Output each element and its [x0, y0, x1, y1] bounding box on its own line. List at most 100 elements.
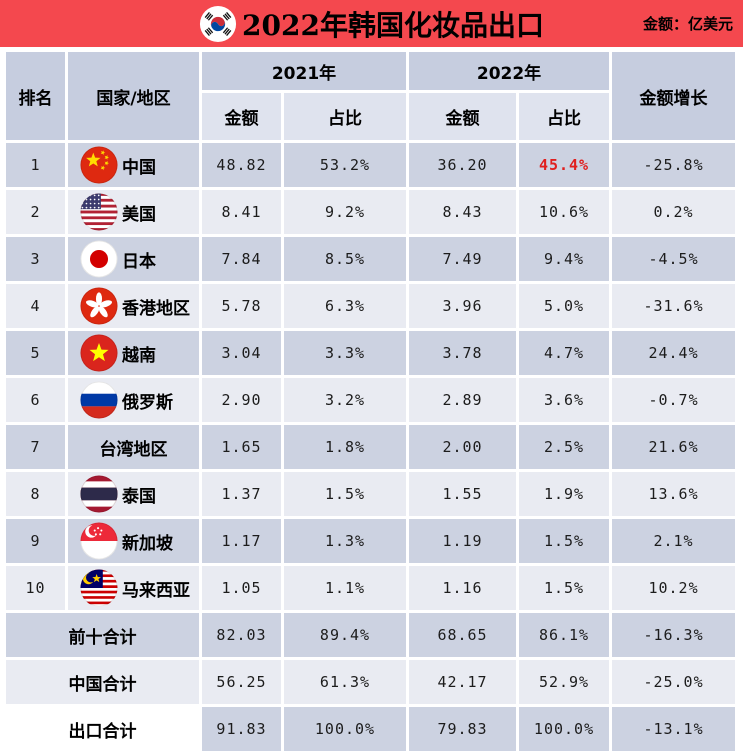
vietnam-flag-icon — [80, 334, 118, 372]
share-2021-cell: 3.2% — [284, 378, 407, 422]
japan-flag-icon — [80, 240, 118, 278]
share-2022-cell: 3.6% — [519, 378, 610, 422]
share-2022-cell: 10.6% — [519, 190, 610, 234]
country-name: 泰国 — [122, 486, 156, 507]
amount-2022-cell: 36.20 — [409, 143, 517, 187]
rank-cell: 7 — [6, 425, 65, 469]
thailand-flag-icon — [80, 475, 118, 513]
country-cell: 越南 — [68, 331, 199, 375]
amount-2021-cell: 82.03 — [202, 613, 281, 657]
share-2021-cell: 3.3% — [284, 331, 407, 375]
table-row: 8 泰国 1.37 1.5% 1.55 1.9% 13.6% — [6, 472, 736, 516]
country-name: 俄罗斯 — [122, 392, 173, 413]
amount-2021-cell: 1.17 — [202, 519, 281, 563]
table-row: 7 台湾地区 1.65 1.8% 2.00 2.5% 21.6% — [6, 425, 736, 469]
share-2022-cell: 1.5% — [519, 566, 610, 610]
russia-flag-icon — [80, 381, 118, 419]
country-content: 马来西亚 — [68, 566, 199, 610]
country-cell: 俄罗斯 — [68, 378, 199, 422]
share-2021-cell: 1.5% — [284, 472, 407, 516]
country-content: 日本 — [68, 237, 199, 281]
rank-cell: 9 — [6, 519, 65, 563]
summary-row: 前十合计 82.03 89.4% 68.65 86.1% -16.3% — [6, 613, 736, 657]
share-2022-cell: 100.0% — [519, 707, 610, 751]
growth-cell: -4.5% — [612, 237, 736, 281]
amount-2022-cell: 2.00 — [409, 425, 517, 469]
amount-2022-cell: 1.16 — [409, 566, 517, 610]
rank-cell: 8 — [6, 472, 65, 516]
share-2022-cell: 4.7% — [519, 331, 610, 375]
country-content: 俄罗斯 — [68, 378, 199, 422]
table-row: 1 中国 48.82 53.2% 36.20 45.4% -25.8% — [6, 143, 736, 187]
growth-cell: 0.2% — [612, 190, 736, 234]
rank-cell: 5 — [6, 331, 65, 375]
rank-cell: 10 — [6, 566, 65, 610]
amount-2021-cell: 3.04 — [202, 331, 281, 375]
header-rank: 排名 — [6, 52, 65, 140]
rank-cell: 4 — [6, 284, 65, 328]
share-2022-cell: 9.4% — [519, 237, 610, 281]
amount-2022-cell: 3.78 — [409, 331, 517, 375]
amount-2021-cell: 1.65 — [202, 425, 281, 469]
growth-cell: -25.8% — [612, 143, 736, 187]
amount-2022-cell: 3.96 — [409, 284, 517, 328]
growth-cell: -16.3% — [612, 613, 736, 657]
amount-2022-cell: 8.43 — [409, 190, 517, 234]
amount-2021-cell: 91.83 — [202, 707, 281, 751]
country-cell: 中国 — [68, 143, 199, 187]
usa-flag-icon — [80, 193, 118, 231]
table-row: 3 日本 7.84 8.5% 7.49 9.4% -4.5% — [6, 237, 736, 281]
table-header: 排名 国家/地区 2021年 2022年 金额增长 金额 占比 金额 占比 — [6, 52, 736, 140]
amount-2022-cell: 42.17 — [409, 660, 517, 704]
country-name: 中国 — [122, 157, 156, 178]
rank-cell: 3 — [6, 237, 65, 281]
title-group: 2022年韩国化妆品出口 — [0, 0, 743, 47]
growth-cell: 2.1% — [612, 519, 736, 563]
table-body: 1 中国 48.82 53.2% 36.20 45.4% -25.8% 2 美国 8.41 9.2%… — [6, 143, 736, 751]
share-2022-cell: 1.5% — [519, 519, 610, 563]
rank-cell: 1 — [6, 143, 65, 187]
country-content: 新加坡 — [68, 519, 199, 563]
thailand-flag — [80, 475, 118, 513]
export-table: 排名 国家/地区 2021年 2022年 金额增长 金额 占比 金额 占比 1 中… — [3, 49, 738, 754]
growth-cell: -13.1% — [612, 707, 736, 751]
table-row: 9 新加坡 1.17 1.3% 1.19 1.5% 2.1% — [6, 519, 736, 563]
country-content: 中国 — [68, 143, 199, 187]
country-cell: 美国 — [68, 190, 199, 234]
country-name: 日本 — [122, 251, 156, 272]
share-2022-cell: 52.9% — [519, 660, 610, 704]
country-cell: 日本 — [68, 237, 199, 281]
amount-2022-cell: 2.89 — [409, 378, 517, 422]
summary-row: 出口合计 91.83 100.0% 79.83 100.0% -13.1% — [6, 707, 736, 751]
header-year-2021: 2021年 — [202, 52, 407, 90]
header-year-2022: 2022年 — [409, 52, 610, 90]
share-2021-cell: 6.3% — [284, 284, 407, 328]
amount-2022-cell: 79.83 — [409, 707, 517, 751]
share-2022-cell: 1.9% — [519, 472, 610, 516]
country-name: 马来西亚 — [122, 580, 190, 601]
amount-2022-cell: 7.49 — [409, 237, 517, 281]
summary-label: 出口合计 — [6, 707, 199, 751]
country-cell: 新加坡 — [68, 519, 199, 563]
usa-flag — [80, 193, 118, 231]
country-content: 台湾地区 — [68, 425, 199, 469]
singapore-flag-icon — [80, 522, 118, 560]
country-name: 美国 — [122, 204, 156, 225]
amount-2021-cell: 7.84 — [202, 237, 281, 281]
share-2021-cell: 1.3% — [284, 519, 407, 563]
header-amount-2021: 金额 — [202, 93, 281, 140]
hongkong-flag — [80, 287, 118, 325]
russia-flag — [80, 381, 118, 419]
header-growth: 金额增长 — [612, 52, 736, 140]
growth-cell: 13.6% — [612, 472, 736, 516]
share-2022-cell: 86.1% — [519, 613, 610, 657]
share-2021-cell: 100.0% — [284, 707, 407, 751]
share-2021-cell: 61.3% — [284, 660, 407, 704]
singapore-flag — [80, 522, 118, 560]
share-2022-cell: 5.0% — [519, 284, 610, 328]
share-2022-cell: 45.4% — [519, 143, 610, 187]
share-2021-cell: 53.2% — [284, 143, 407, 187]
malaysia-flag-icon — [80, 569, 118, 607]
growth-cell: 10.2% — [612, 566, 736, 610]
hongkong-flag-icon — [80, 287, 118, 325]
